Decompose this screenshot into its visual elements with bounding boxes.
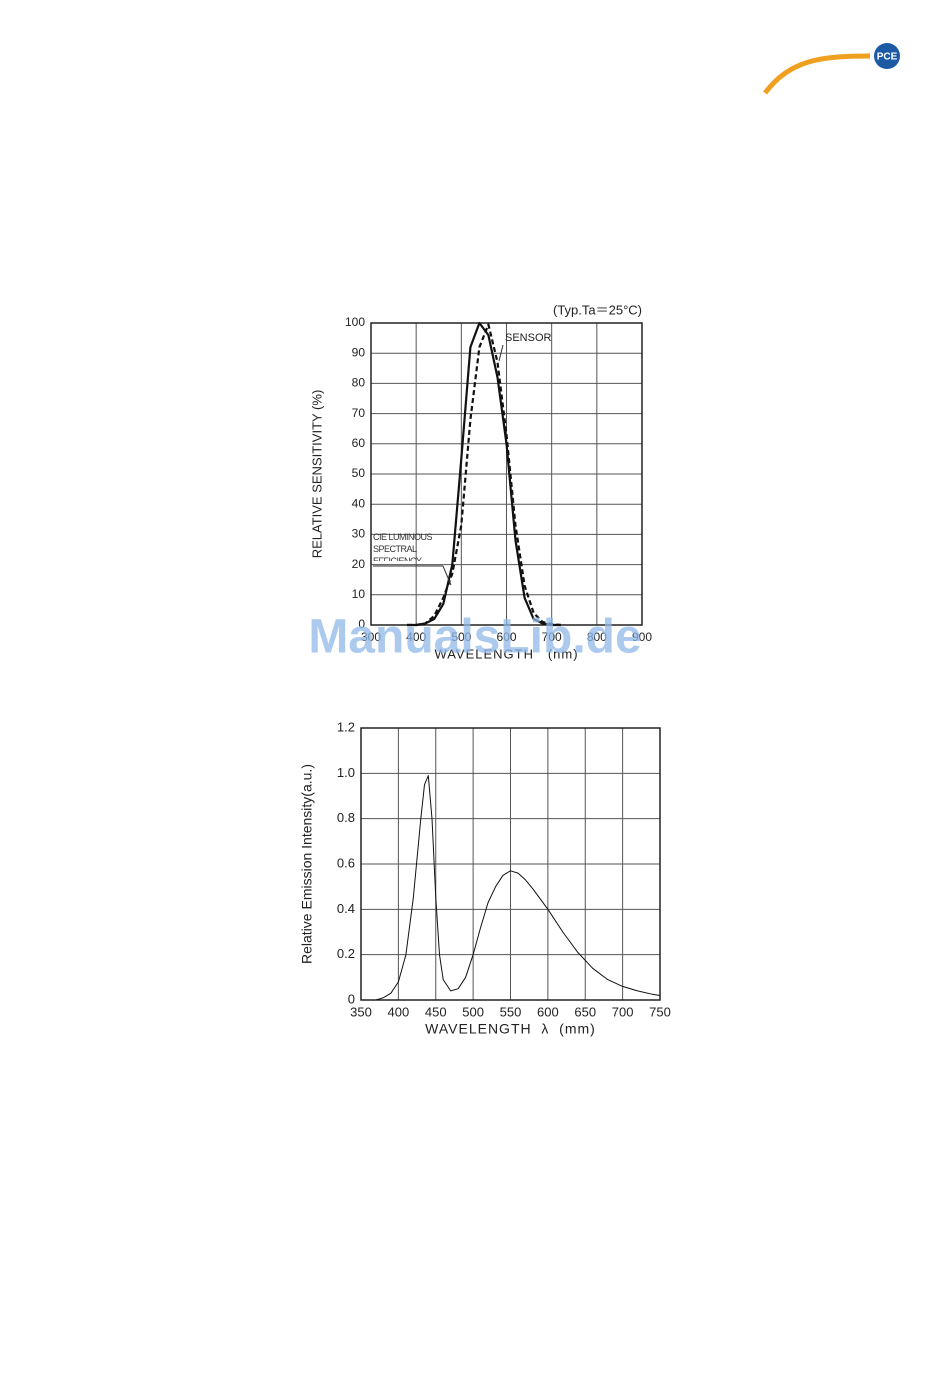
x-tick-label: 450 bbox=[425, 1004, 447, 1019]
x-tick-label: 900 bbox=[632, 630, 652, 644]
y-tick-label: 100 bbox=[345, 315, 365, 329]
y-tick-label: 70 bbox=[352, 406, 366, 420]
y-tick-label: 1.0 bbox=[337, 765, 355, 780]
x-tick-label: 600 bbox=[496, 630, 516, 644]
y-axis-label: Relative Emission Intensity(a.u.) bbox=[299, 764, 315, 964]
y-tick-label: 0.8 bbox=[337, 810, 355, 825]
leader-line bbox=[442, 565, 452, 586]
watermark: ManualsLib.de bbox=[308, 611, 641, 664]
logo-text: PCE bbox=[877, 52, 898, 63]
y-tick-label: 0 bbox=[348, 991, 355, 1006]
y-tick-label: 1.2 bbox=[337, 719, 355, 734]
x-tick-label: 500 bbox=[451, 630, 471, 644]
x-tick-label: 350 bbox=[350, 1004, 372, 1019]
series-line bbox=[407, 321, 561, 627]
logo: PCE bbox=[763, 43, 900, 95]
chart-annotation: (Typ.Ta＝25°C) bbox=[553, 302, 642, 317]
logo-badge bbox=[874, 43, 900, 69]
y-tick-label: 40 bbox=[352, 496, 366, 510]
y-tick-label: 80 bbox=[352, 376, 366, 390]
x-tick-label: 650 bbox=[574, 1004, 596, 1019]
logo-arc bbox=[763, 53, 871, 95]
plot-frame bbox=[360, 727, 661, 1001]
y-tick-label: 0.6 bbox=[337, 855, 355, 870]
y-tick-label: 60 bbox=[352, 436, 366, 450]
x-tick-label: 300 bbox=[361, 630, 381, 644]
x-axis-label: WAVELENGTH (nm) bbox=[434, 646, 578, 661]
x-tick-label: 400 bbox=[388, 1004, 410, 1019]
series-label: CIE LUMINOUS SPECTRAL EFFICIENCY bbox=[373, 532, 433, 561]
x-tick-label: 500 bbox=[462, 1004, 484, 1019]
y-tick-label: 30 bbox=[352, 527, 366, 541]
series-line bbox=[375, 775, 661, 1001]
x-tick-label: 700 bbox=[612, 1004, 634, 1019]
x-tick-label: 700 bbox=[542, 630, 562, 644]
y-tick-label: 50 bbox=[352, 466, 366, 480]
y-axis-label: RELATIVE SENSITIVITY (%) bbox=[309, 390, 324, 559]
plot-frame bbox=[370, 322, 643, 626]
y-tick-label: 0.2 bbox=[337, 946, 355, 961]
series-label: SENSOR bbox=[505, 332, 552, 344]
y-tick-label: 0 bbox=[358, 617, 365, 631]
series-label-box: CIE LUMINOUS SPECTRAL EFFICIENCY bbox=[373, 532, 433, 561]
x-tick-label: 400 bbox=[406, 630, 426, 644]
x-tick-label: 800 bbox=[587, 630, 607, 644]
x-tick-label: 600 bbox=[537, 1004, 559, 1019]
charts: 0 10 20 30 40 50 60 70 80 90 100 300 400 500 600 700 800… bbox=[299, 302, 671, 1036]
series-line bbox=[407, 323, 561, 627]
y-tick-label: 10 bbox=[352, 587, 366, 601]
x-tick-label: 550 bbox=[500, 1004, 522, 1019]
x-axis-label: WAVELENGTH λ (mm) bbox=[425, 1021, 596, 1037]
y-tick-label: 0.4 bbox=[337, 901, 355, 916]
y-tick-label: 90 bbox=[352, 345, 366, 359]
y-tick-label: 20 bbox=[352, 557, 366, 571]
x-tick-label: 750 bbox=[649, 1004, 671, 1019]
leader-line bbox=[498, 344, 504, 362]
